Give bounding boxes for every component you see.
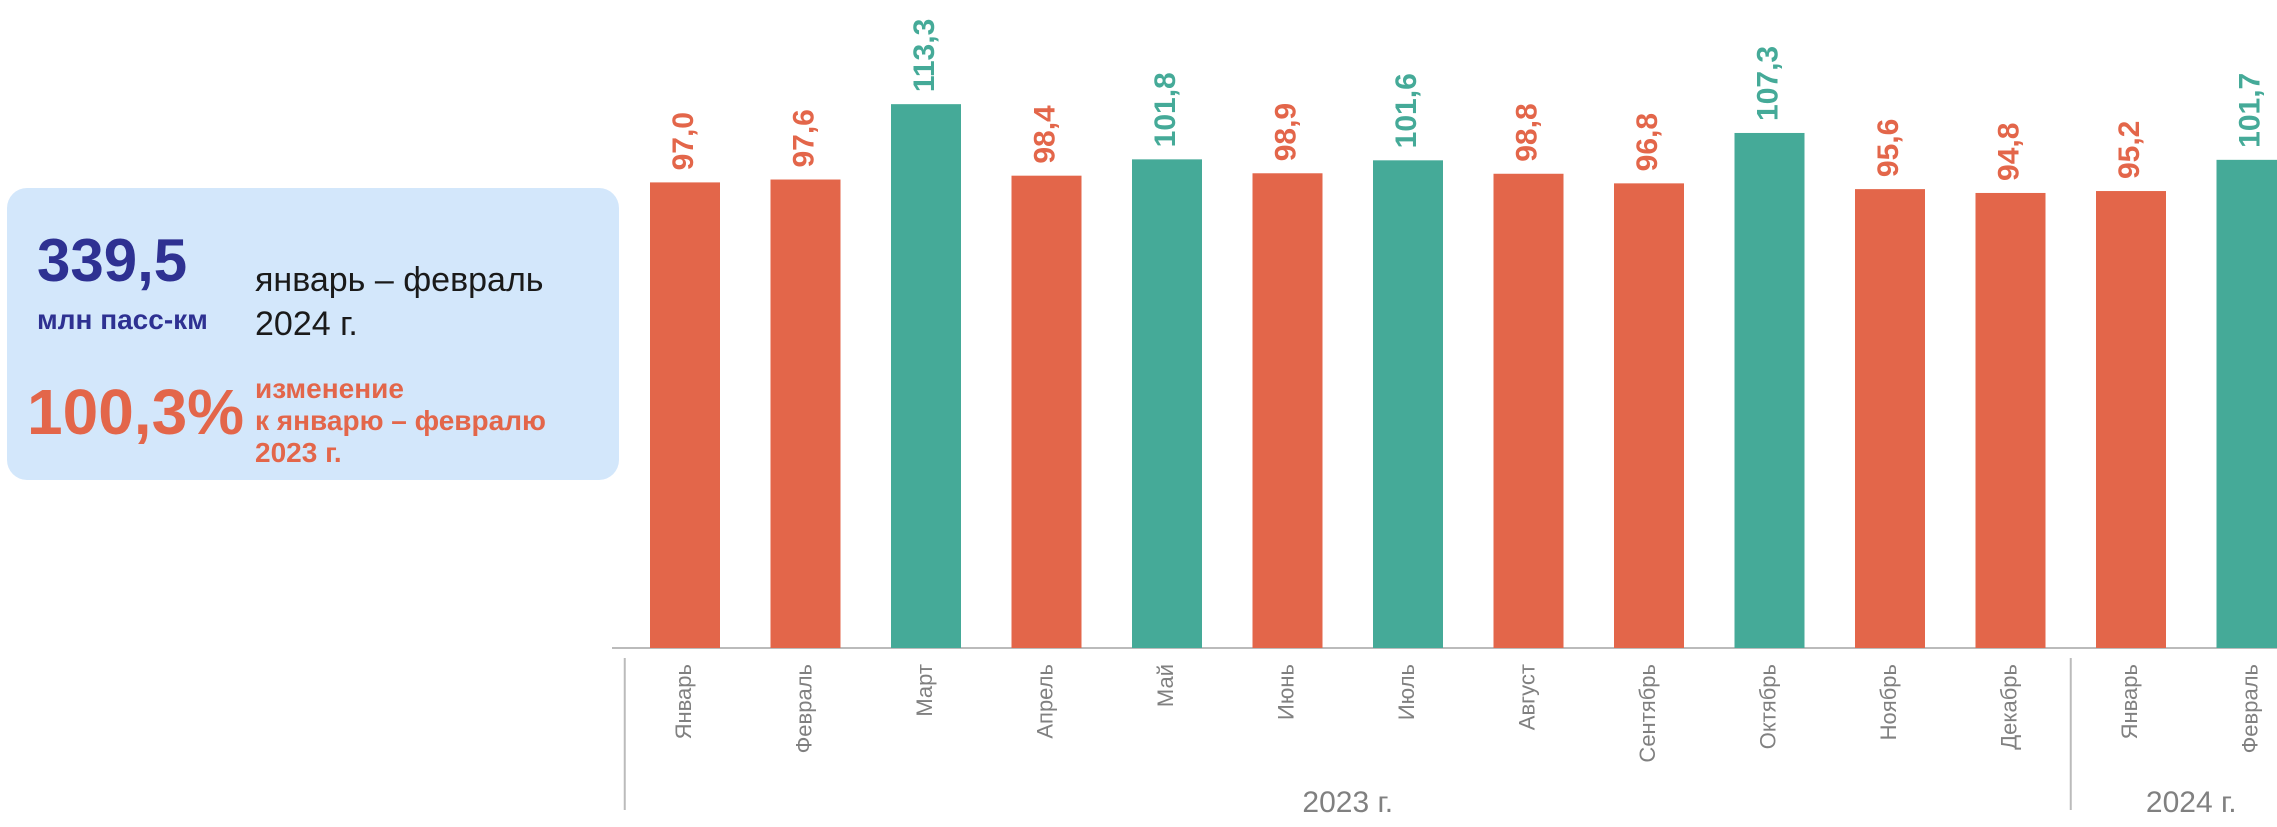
x-tick-label-3: Март	[912, 664, 937, 717]
x-tick-label-10: Октябрь	[1755, 664, 1780, 749]
bar-9	[1614, 183, 1684, 649]
x-tick-label-6: Июнь	[1273, 664, 1298, 720]
bar-12	[1975, 192, 2046, 648]
bar-value-label-10: 107,3	[1751, 46, 1784, 121]
bar-2	[770, 179, 841, 648]
bar-value-label-8: 98,8	[1510, 103, 1543, 161]
period-label: январь – февраль 2024 г.	[255, 258, 595, 346]
x-tick-label-8: Август	[1514, 664, 1539, 730]
period-line-2: 2024 г.	[255, 305, 358, 343]
bar-value-label-1: 97,0	[667, 112, 700, 170]
bar-11	[1855, 189, 1925, 648]
x-tick-label-11: Ноябрь	[1876, 664, 1901, 740]
total-value: 339,5	[37, 227, 188, 294]
x-tick-label-4: Апрель	[1032, 664, 1057, 739]
bar-1	[650, 182, 720, 648]
group-label-1: 2023 г.	[1302, 786, 1393, 819]
x-tick-label-5: Май	[1153, 664, 1178, 707]
bar-3	[891, 104, 961, 648]
bar-14	[2216, 159, 2277, 648]
group-label-2: 2024 г.	[2146, 786, 2237, 819]
bar-value-label-5: 101,8	[1149, 72, 1182, 147]
change-line-3: 2023 г.	[255, 437, 342, 468]
bar-value-label-11: 95,6	[1872, 119, 1905, 177]
bar-value-label-4: 98,4	[1028, 105, 1061, 164]
x-tick-label-14: Февраль	[2237, 664, 2262, 753]
bar-8	[1493, 173, 1564, 648]
x-tick-label-2: Февраль	[791, 664, 816, 753]
x-tick-label-7: Июль	[1394, 664, 1419, 720]
bar-value-label-13: 95,2	[2113, 121, 2146, 179]
change-line-2: к январю – февралю	[255, 405, 546, 436]
bar-value-label-12: 94,8	[1992, 123, 2025, 181]
bar-13	[2096, 191, 2166, 649]
period-line-1: январь – февраль	[255, 261, 544, 299]
bar-4	[1011, 175, 1082, 648]
bar-6	[1252, 173, 1323, 648]
x-tick-label-1: Январь	[671, 664, 696, 739]
bar-10	[1734, 132, 1805, 648]
total-unit: млн пасс-км	[37, 304, 208, 335]
summary-box: 339,5 млн пасс-км январь – февраль 2024 …	[7, 188, 619, 480]
change-line-1: изменение	[255, 373, 404, 404]
x-tick-label-13: Январь	[2117, 664, 2142, 739]
bar-value-label-9: 96,8	[1631, 113, 1664, 171]
bar-value-label-2: 97,6	[787, 109, 820, 167]
change-label: изменение к январю – февралю 2023 г.	[255, 373, 615, 469]
bar-7	[1373, 160, 1443, 648]
change-percent: 100,3%	[27, 376, 245, 448]
x-tick-label-9: Сентябрь	[1635, 664, 1660, 763]
bar-value-label-7: 101,6	[1390, 73, 1423, 148]
bar-value-label-3: 113,3	[908, 19, 941, 92]
bar-5	[1132, 159, 1202, 649]
bar-value-label-14: 101,7	[2233, 73, 2266, 148]
bar-value-label-6: 98,9	[1269, 103, 1302, 161]
x-tick-label-12: Декабрь	[1996, 664, 2021, 750]
